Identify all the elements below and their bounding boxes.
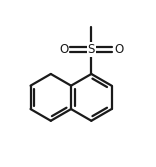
Text: O: O bbox=[59, 43, 68, 56]
Text: S: S bbox=[88, 43, 95, 56]
Text: O: O bbox=[114, 43, 124, 56]
